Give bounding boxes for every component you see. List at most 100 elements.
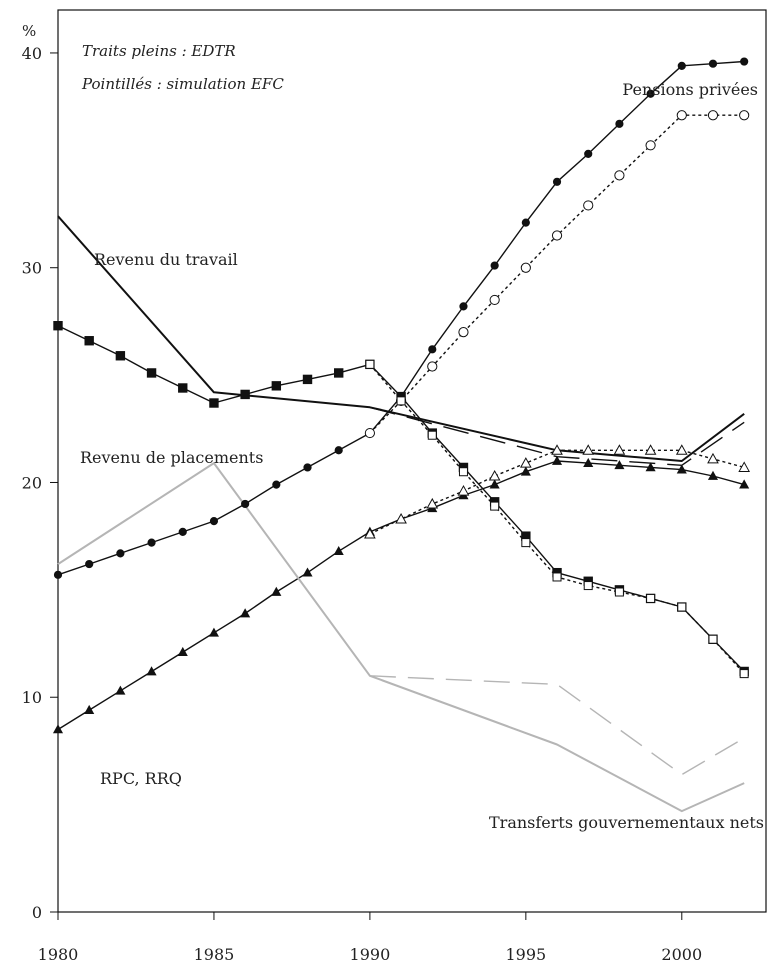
data-point-circle bbox=[552, 177, 562, 186]
data-point-square bbox=[271, 381, 282, 391]
data-point-triangle bbox=[644, 444, 657, 455]
y-tick-label: 0 bbox=[32, 903, 42, 922]
chart-note: Traits pleins : EDTR bbox=[82, 42, 236, 60]
data-point-circle bbox=[334, 446, 343, 455]
data-point-triangle bbox=[488, 470, 501, 481]
data-point-circle bbox=[677, 61, 686, 70]
series-line-revenu-de-placements-efc bbox=[369, 363, 745, 675]
data-point-circle bbox=[583, 200, 594, 211]
chart-series bbox=[57, 60, 745, 813]
data-point-triangle bbox=[676, 464, 687, 474]
chart-note: Pointillés : simulation EFC bbox=[81, 75, 284, 93]
data-point-circle bbox=[584, 149, 593, 158]
data-point-circle bbox=[615, 119, 624, 128]
data-point-circle bbox=[520, 262, 531, 273]
series-line-revenu-du-travail-edtr bbox=[57, 215, 745, 462]
data-point-square bbox=[146, 368, 157, 378]
data-point-square bbox=[552, 572, 562, 582]
data-point-square bbox=[84, 336, 94, 346]
y-tick-label: 10 bbox=[22, 688, 42, 707]
data-point-circle bbox=[241, 499, 250, 509]
x-tick-label: 1995 bbox=[505, 945, 546, 964]
data-point-triangle bbox=[146, 666, 157, 676]
data-point-circle bbox=[458, 327, 469, 338]
data-point-circle bbox=[490, 261, 499, 270]
data-point-triangle bbox=[519, 457, 532, 468]
data-point-circle bbox=[116, 549, 125, 558]
data-point-triangle bbox=[208, 627, 219, 637]
series-line-revenu-du-travail-efc bbox=[369, 406, 745, 466]
data-point-circle bbox=[739, 110, 750, 121]
series-label: Revenu du travail bbox=[94, 250, 238, 269]
data-point-square bbox=[521, 538, 531, 548]
x-tick-label: 1980 bbox=[38, 945, 79, 964]
data-point-square bbox=[334, 368, 344, 378]
data-point-square bbox=[646, 593, 656, 603]
data-point-circle bbox=[676, 110, 687, 121]
series-line-transferts-gouvernementaux-nets-edtr bbox=[57, 462, 745, 813]
data-point-square bbox=[583, 581, 593, 591]
data-point-triangle bbox=[52, 724, 64, 734]
data-point-triangle bbox=[489, 479, 500, 489]
data-point-circle bbox=[364, 427, 375, 439]
series-line-pensions-priv-es-efc bbox=[369, 114, 745, 434]
data-point-square bbox=[458, 467, 468, 477]
data-point-triangle bbox=[739, 479, 750, 489]
y-axis-unit: % bbox=[22, 22, 36, 40]
data-point-triangle bbox=[707, 470, 719, 480]
data-point-triangle bbox=[177, 646, 188, 656]
data-point-circle bbox=[427, 361, 438, 372]
data-point-square bbox=[302, 374, 313, 385]
data-point-triangle bbox=[582, 444, 595, 455]
data-point-circle bbox=[272, 480, 281, 489]
data-point-square bbox=[427, 430, 437, 440]
data-point-square bbox=[240, 389, 250, 400]
data-point-triangle bbox=[738, 461, 751, 472]
data-point-triangle bbox=[551, 444, 563, 455]
series-label: Pensions privées bbox=[622, 80, 758, 99]
data-point-circle bbox=[707, 110, 719, 121]
data-point-square bbox=[708, 634, 718, 644]
data-point-triangle bbox=[395, 512, 407, 524]
y-tick-label: 30 bbox=[22, 259, 42, 278]
x-tick-label: 1985 bbox=[194, 945, 235, 964]
data-point-triangle bbox=[84, 704, 95, 714]
data-point-triangle bbox=[645, 462, 656, 472]
data-point-square bbox=[739, 669, 749, 679]
data-point-triangle bbox=[240, 608, 251, 618]
data-point-circle bbox=[459, 302, 468, 311]
data-point-circle bbox=[303, 463, 312, 472]
data-point-circle bbox=[178, 527, 187, 536]
data-point-square bbox=[53, 321, 63, 331]
data-point-circle bbox=[646, 89, 655, 98]
data-point-triangle bbox=[115, 685, 126, 695]
data-point-circle bbox=[209, 517, 219, 526]
plot-frame bbox=[57, 9, 767, 913]
data-point-circle bbox=[428, 345, 437, 354]
data-point-square bbox=[677, 602, 687, 612]
data-point-square bbox=[209, 398, 219, 408]
data-point-triangle bbox=[707, 452, 719, 464]
data-point-triangle bbox=[364, 527, 376, 539]
data-point-square bbox=[115, 351, 126, 361]
series-label: Revenu de placements bbox=[80, 448, 263, 467]
data-point-square bbox=[365, 359, 375, 369]
data-point-square bbox=[614, 587, 624, 597]
data-point-square bbox=[396, 396, 406, 406]
data-point-square bbox=[490, 501, 500, 511]
data-point-circle bbox=[614, 170, 625, 181]
data-point-circle bbox=[740, 57, 749, 66]
data-point-circle bbox=[708, 59, 718, 68]
data-point-circle bbox=[489, 294, 500, 306]
y-tick-label: 20 bbox=[22, 473, 42, 492]
x-tick-label: 1990 bbox=[350, 945, 391, 964]
data-point-circle bbox=[645, 140, 656, 151]
data-point-triangle bbox=[551, 455, 563, 465]
data-point-triangle bbox=[613, 444, 626, 455]
data-point-circle bbox=[521, 218, 530, 227]
data-point-square bbox=[178, 383, 188, 393]
x-tick-label: 2000 bbox=[661, 945, 702, 964]
data-point-triangle bbox=[583, 457, 594, 468]
data-point-circle bbox=[53, 570, 63, 579]
